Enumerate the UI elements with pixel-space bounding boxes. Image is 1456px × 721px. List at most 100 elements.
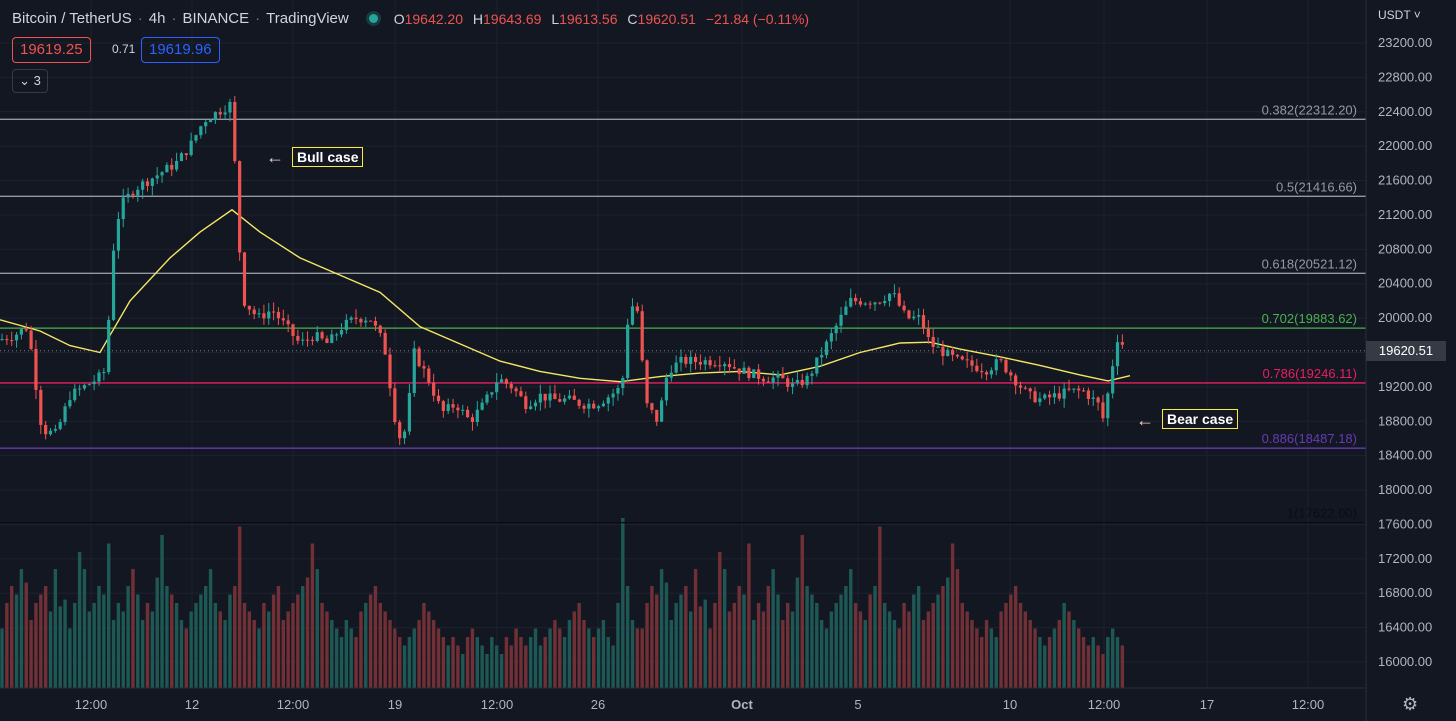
bull-case-annotation[interactable]: Bull case	[292, 147, 364, 167]
candle-body	[412, 348, 416, 393]
volume-bar	[339, 637, 344, 688]
time-tick-label: 12:00	[1088, 697, 1121, 712]
candle-body	[1028, 388, 1032, 392]
buy-price-button[interactable]: 19619.96	[141, 37, 220, 63]
candle-body	[398, 422, 402, 439]
volume-bar	[713, 603, 717, 688]
volume-bar	[204, 586, 208, 688]
candle-body	[136, 189, 140, 196]
candle-body	[718, 365, 722, 367]
volume-bar	[286, 611, 290, 688]
candle-body	[1057, 393, 1061, 399]
volume-bar	[1028, 620, 1032, 688]
volume-bar	[883, 603, 887, 688]
volume-bar	[839, 594, 843, 688]
currency-selector[interactable]: USDT ˅	[1378, 8, 1421, 22]
candle-body	[1033, 391, 1037, 403]
candle-body	[887, 293, 892, 301]
volume-bar	[441, 637, 446, 688]
volume-bar	[14, 594, 19, 688]
volume-bar	[829, 611, 834, 688]
volume-bar	[150, 611, 155, 688]
volume-bar	[732, 603, 737, 688]
candle-body	[204, 122, 208, 127]
candle-body	[184, 153, 188, 156]
candle-body	[432, 382, 436, 396]
volume-bar	[170, 594, 174, 688]
candle-body	[305, 339, 310, 341]
candle-body	[965, 359, 969, 361]
candle-body	[786, 378, 790, 387]
volume-bar	[1023, 611, 1028, 688]
candle-body	[364, 320, 368, 323]
volume-bar	[223, 620, 227, 688]
candle-body	[727, 364, 732, 368]
candle-body	[369, 320, 373, 322]
volume-bar	[490, 637, 494, 688]
bear-case-annotation[interactable]: Bear case	[1162, 409, 1239, 429]
symbol-name[interactable]: Bitcoin / TetherUS	[12, 10, 132, 27]
volume-bar	[480, 645, 484, 688]
candle-body	[417, 348, 421, 367]
volume-bar	[354, 637, 358, 688]
volume-bar	[305, 577, 310, 688]
candle-body	[805, 375, 809, 386]
volume-bar	[121, 611, 125, 688]
volume-bar	[897, 628, 901, 688]
candle-body	[723, 364, 727, 367]
time-tick-label: 12:00	[277, 697, 310, 712]
volume-bar	[892, 620, 897, 688]
candle-body	[1120, 342, 1124, 345]
candle-body	[844, 306, 848, 315]
candle-body	[984, 372, 989, 375]
volume-bar	[475, 637, 479, 688]
candle-body	[262, 313, 266, 319]
candle-body	[1091, 397, 1095, 399]
volume-bar	[160, 535, 164, 688]
indicators-collapse-button[interactable]: ⌄ 3	[12, 69, 48, 93]
volume-bar	[296, 594, 300, 688]
interval-label[interactable]: 4h	[148, 10, 166, 27]
volume-bar	[853, 603, 858, 688]
candle-body	[466, 409, 470, 418]
candle-body	[58, 422, 62, 429]
volume-bar	[349, 628, 353, 688]
volume-bar	[107, 543, 111, 688]
candle-body	[504, 379, 508, 384]
volume-bar	[368, 594, 373, 688]
candle-body	[233, 101, 237, 162]
candle-body	[208, 120, 213, 123]
candle-body	[543, 393, 547, 401]
volume-bar	[1047, 637, 1052, 688]
candle-body	[339, 330, 344, 335]
candle-body	[160, 172, 164, 176]
candle-body	[946, 349, 950, 356]
gear-icon[interactable]: ⚙	[1402, 694, 1419, 714]
market-status-icon[interactable]	[368, 14, 378, 23]
candle-body	[29, 330, 33, 349]
volume-bar	[795, 577, 800, 688]
time-tick-label: 12	[185, 697, 199, 712]
volume-bar	[655, 594, 659, 688]
price-tick-label: 21600.00	[1378, 173, 1432, 188]
chevron-down-icon: ⌄	[19, 73, 31, 88]
volume-bar	[495, 645, 499, 688]
sell-price-button[interactable]: 19619.25	[12, 37, 91, 63]
volume-bar	[1033, 628, 1037, 688]
volume-bar	[291, 603, 295, 688]
candle-body	[330, 334, 334, 343]
candle-body	[1101, 402, 1105, 419]
volume-bar	[364, 603, 368, 688]
price-tick-label: 18800.00	[1378, 413, 1432, 428]
time-tick-label: 19	[388, 697, 402, 712]
time-axis: 12:00 12 12:00 19 12:00 26 Oct 5 10 12:00 17 12:00	[75, 697, 1325, 712]
candle-body	[970, 360, 974, 366]
volume-bar	[233, 586, 237, 688]
candle-body	[839, 314, 843, 326]
candle-body	[708, 360, 712, 366]
volume-bar	[257, 628, 261, 688]
candle-body	[907, 310, 911, 319]
candle-body	[456, 407, 460, 411]
volume-bar	[1052, 628, 1057, 688]
